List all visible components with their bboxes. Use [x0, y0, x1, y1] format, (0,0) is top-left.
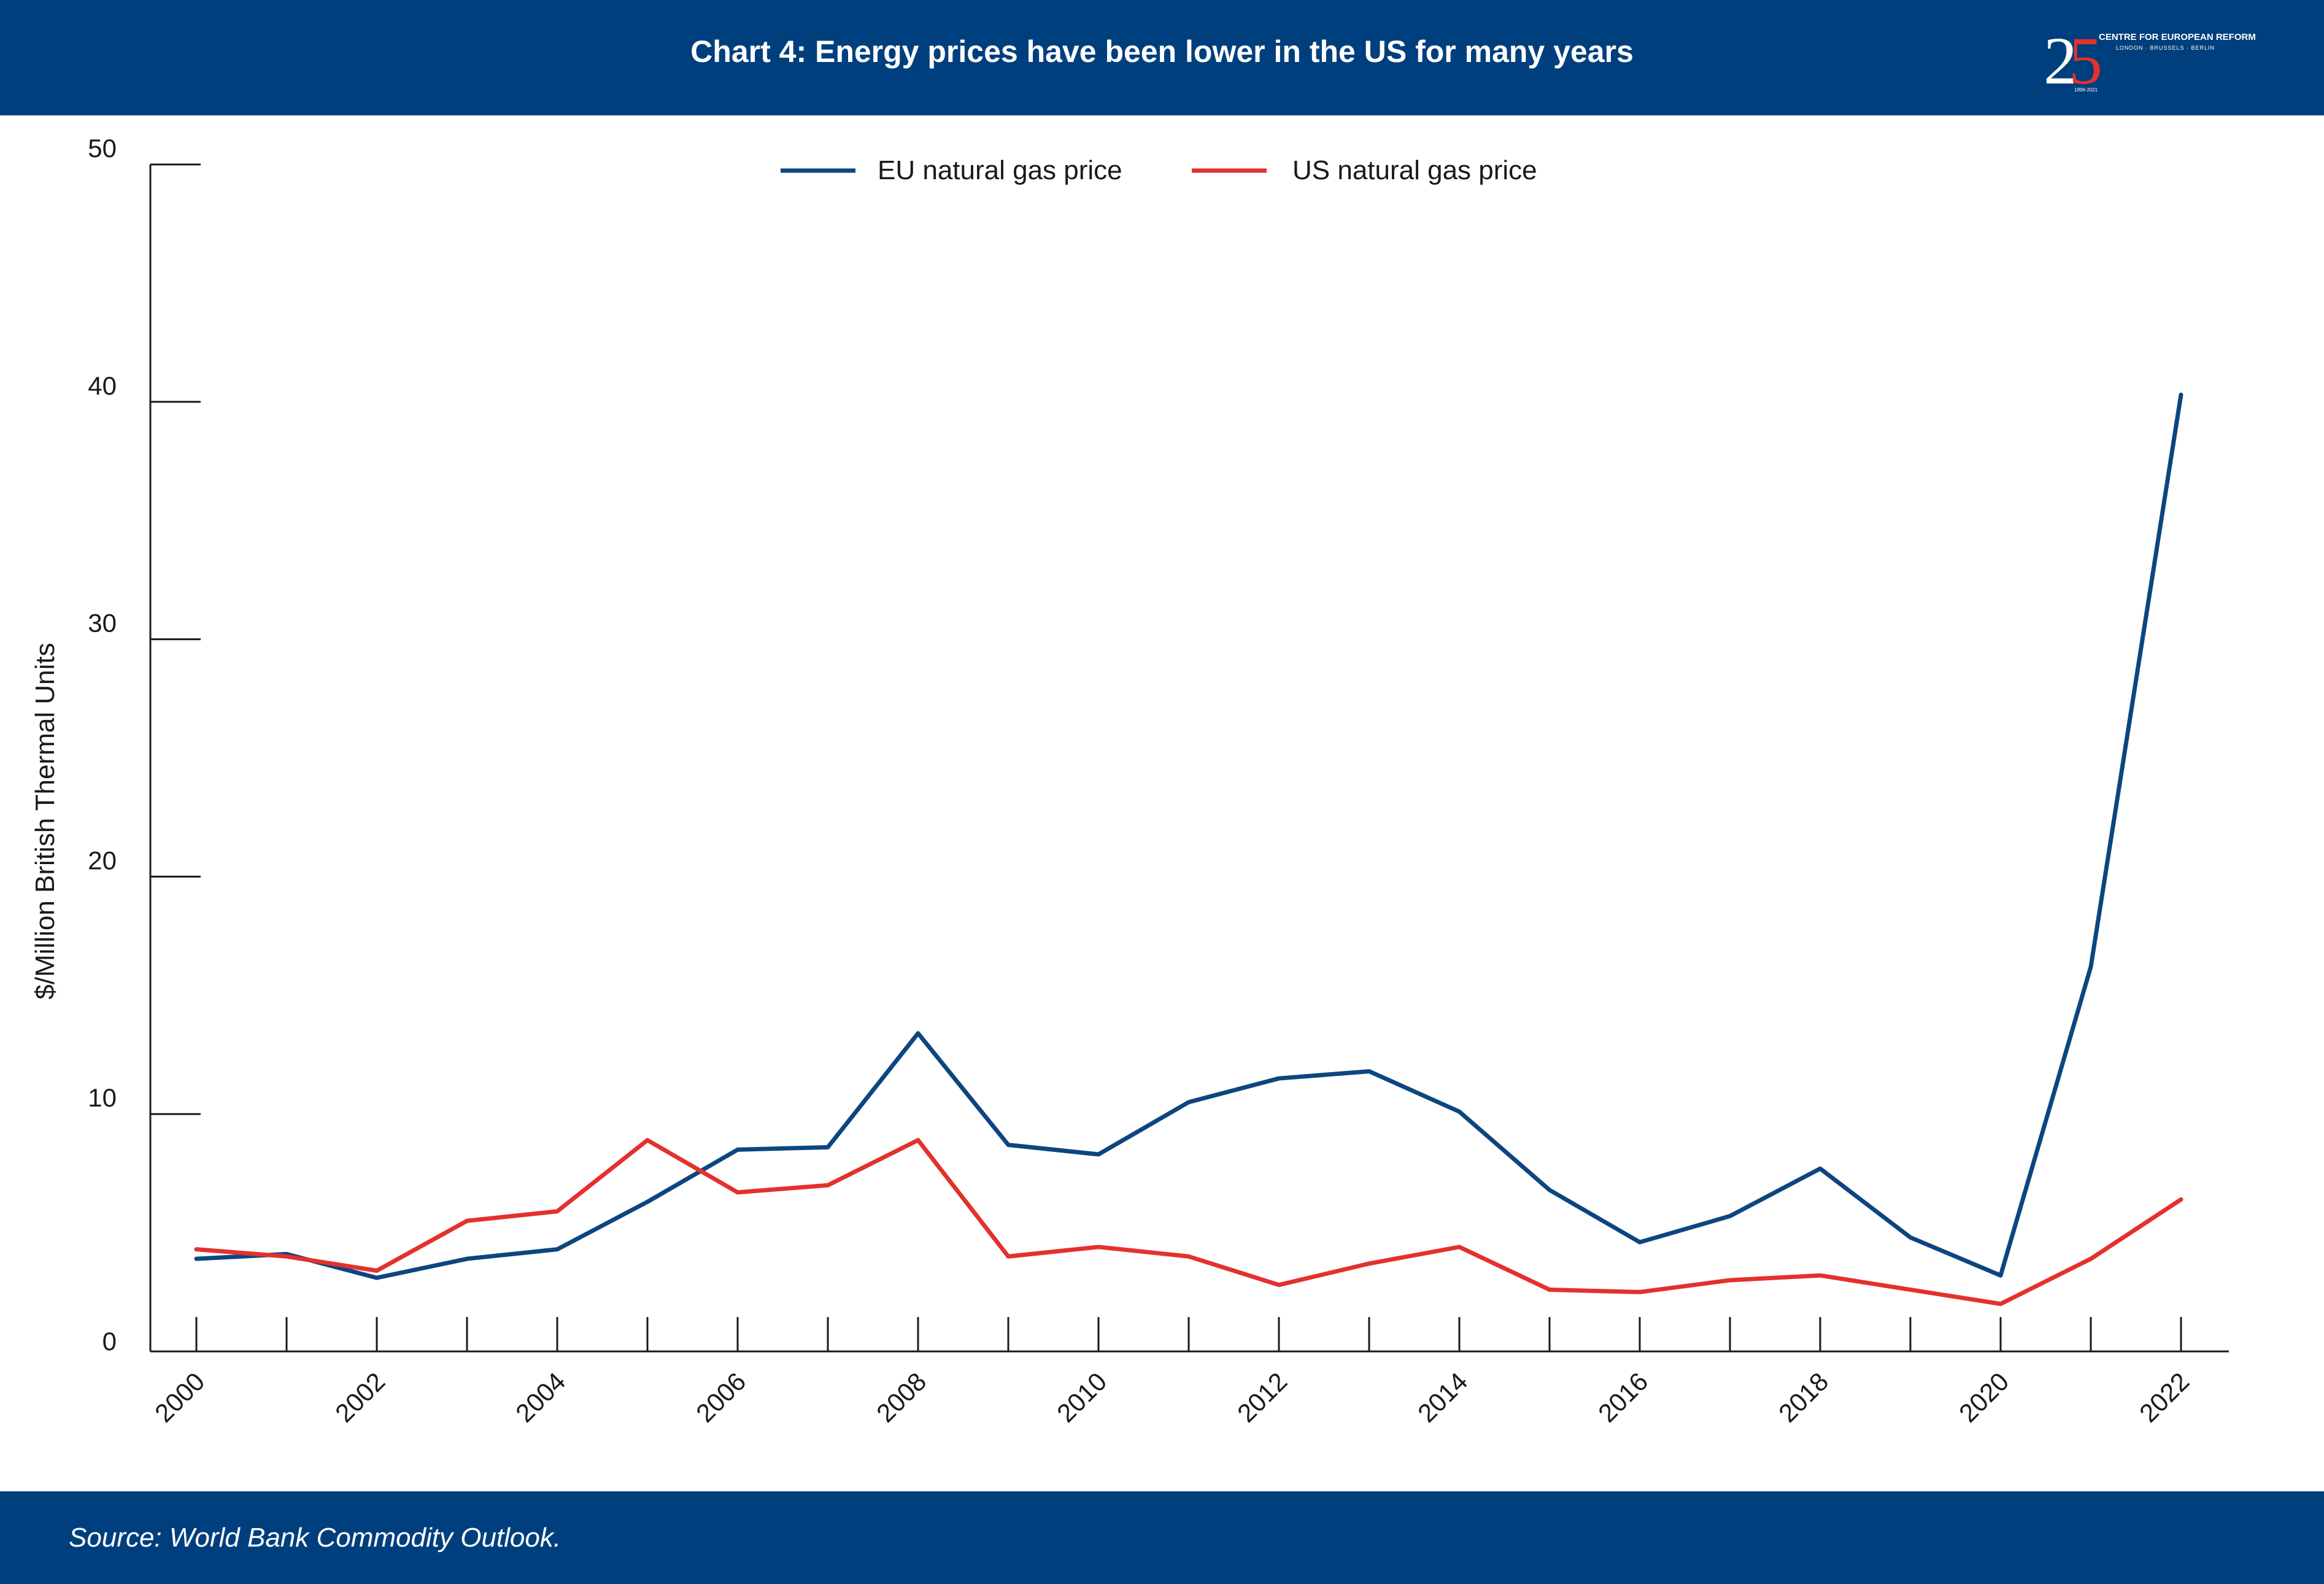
chart-footer: Source: World Bank Commodity Outlook. — [0, 1491, 2324, 1584]
x-tick-label: 2018 — [1773, 1367, 1834, 1428]
x-tick-label: 2010 — [1051, 1367, 1112, 1428]
chart-title: Chart 4: Energy prices have been lower i… — [690, 34, 1634, 69]
y-tick-label: 40 — [88, 371, 117, 400]
x-tick-label: 2004 — [510, 1367, 571, 1428]
x-tick-label: 2002 — [330, 1367, 390, 1428]
y-axis-label: $/Million British Thermal Units — [30, 643, 60, 999]
source-note: Source: World Bank Commodity Outlook. — [69, 1523, 562, 1553]
x-tick-label: 2022 — [2134, 1367, 2195, 1428]
y-tick-label: 0 — [102, 1327, 117, 1356]
eu-series-line — [194, 392, 2183, 1280]
logo-years: 1996-2021 — [2074, 87, 2098, 93]
y-tick-label: 30 — [88, 609, 117, 638]
logo-anniversary-number: 25 — [2044, 21, 2102, 101]
legend-label-us: US natural gas price — [1292, 155, 1537, 185]
us-series-line — [194, 1138, 2183, 1307]
y-axis: 0 10 20 30 40 50 — [88, 134, 201, 1356]
x-tick-label: 2000 — [149, 1367, 210, 1428]
cer-logo: 25 CENTRE FOR EUROPEAN REFORM LONDON · B… — [2037, 21, 2256, 103]
x-tick-label: 2020 — [1953, 1367, 2014, 1428]
x-tick-label: 2014 — [1412, 1367, 1473, 1428]
legend: EU natural gas price US natural gas price — [781, 155, 1537, 185]
logo-cities: LONDON · BRUSSELS · BERLIN — [2116, 45, 2215, 51]
legend-label-eu: EU natural gas price — [878, 155, 1122, 185]
x-tick-label: 2006 — [690, 1367, 751, 1428]
logo-digit-2: 2 — [2044, 23, 2077, 98]
y-tick-label: 10 — [88, 1083, 117, 1112]
line-chart: 0 10 20 30 40 50 2000 2002 2004 2006 2008 2010 2012… — [30, 134, 2229, 1428]
chart-header: Chart 4: Energy prices have been lower i… — [0, 0, 2324, 115]
x-tick-label: 2016 — [1592, 1367, 1653, 1428]
logo-digit-5: 5 — [2069, 23, 2102, 98]
y-tick-label: 50 — [88, 134, 117, 163]
series-layer — [194, 392, 2183, 1307]
x-tick-label: 2008 — [871, 1367, 932, 1428]
y-tick-label: 20 — [88, 846, 117, 875]
x-tick-label: 2012 — [1232, 1367, 1292, 1428]
x-axis: 2000 2002 2004 2006 2008 2010 2012 2014 2016 2018… — [149, 1317, 2229, 1428]
logo-org-name: CENTRE FOR EUROPEAN REFORM — [2099, 32, 2256, 42]
